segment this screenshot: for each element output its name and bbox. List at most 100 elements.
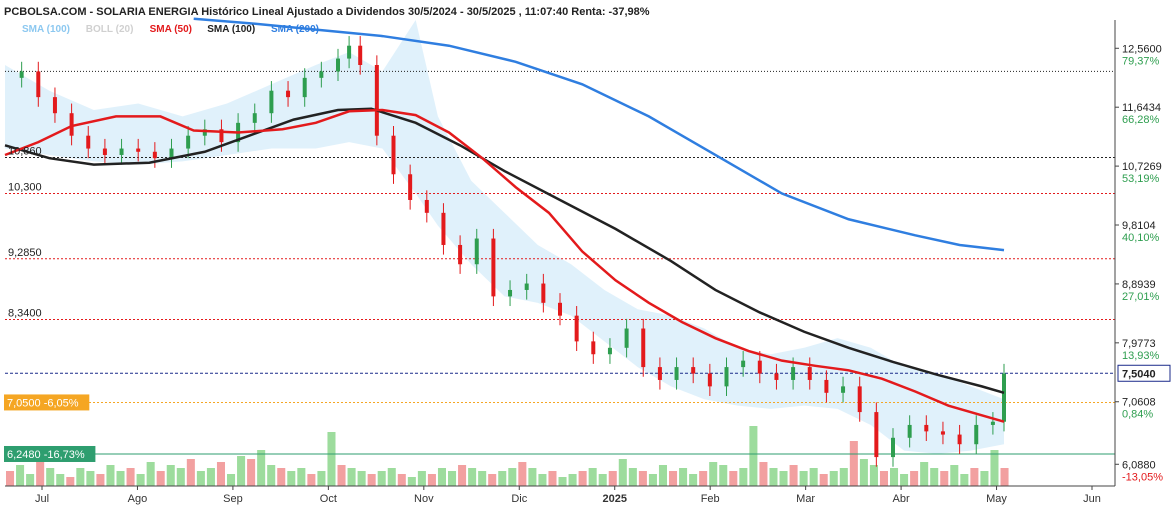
x-tick-label: Oct	[320, 493, 337, 505]
candle-body	[607, 347, 612, 355]
volume-bar	[267, 465, 276, 486]
marker-box	[4, 445, 96, 462]
candle-body	[974, 424, 979, 445]
candle-body	[286, 90, 291, 98]
volume-bar	[196, 471, 205, 486]
volume-bar	[427, 474, 436, 486]
x-tick-label: Mar	[796, 493, 815, 505]
volume-bar	[347, 468, 356, 486]
candle-body	[541, 283, 546, 303]
legend: SMA (100) BOLL (20) SMA (50) SMA (100) SMA (…	[22, 24, 319, 35]
candle-body	[102, 148, 107, 155]
volume-bar	[910, 471, 919, 486]
candle-body	[408, 174, 413, 200]
level-label: 10,300	[8, 182, 42, 194]
volume-bar	[257, 450, 266, 486]
sma50-line	[4, 108, 1005, 423]
volume-bar	[66, 477, 75, 486]
volume-bar	[719, 465, 728, 486]
volume-bar	[869, 465, 878, 486]
candle-body	[269, 90, 274, 114]
candle-body	[874, 412, 879, 458]
candle-body	[474, 238, 479, 265]
candle-body	[907, 424, 912, 438]
volume-bar	[669, 471, 678, 486]
x-tick-label: Jun	[1083, 493, 1101, 505]
volume-bar	[689, 474, 698, 486]
volume-bar	[920, 462, 929, 486]
candle-body	[674, 367, 679, 380]
volume-bar	[277, 468, 286, 486]
candle-body	[624, 328, 629, 348]
candle-body	[774, 373, 779, 380]
candle-body	[707, 373, 712, 387]
candle-body	[69, 113, 74, 136]
volume-bar	[116, 471, 125, 486]
candle-body	[119, 148, 124, 155]
x-tick-label: Dic	[511, 493, 527, 505]
volume-bar	[679, 468, 688, 486]
y-tick-pct: 53,19%	[1122, 173, 1160, 185]
volume-bar	[227, 474, 236, 486]
marker-label: 6,2480 -16,73%	[7, 449, 85, 461]
volume-bar	[297, 468, 306, 486]
candle-body	[924, 424, 929, 432]
legend-item: BOLL (20)	[86, 24, 134, 35]
x-tick-label: Nov	[414, 493, 434, 505]
candle-body	[202, 129, 207, 136]
volume-bar	[176, 468, 185, 486]
volume-bar	[779, 471, 788, 486]
last-price-label: 7,5040	[1122, 368, 1156, 380]
volume-bar	[468, 468, 477, 486]
level-label: 9,2850	[8, 247, 42, 259]
level-label: 8,3400	[8, 308, 42, 320]
volume-bar	[96, 474, 105, 486]
marker-label: 7,0500 -6,05%	[7, 397, 79, 409]
candle-body	[186, 135, 191, 149]
candle-body	[724, 367, 729, 387]
y-tick-pct: 79,37%	[1122, 55, 1160, 67]
volume-bar	[769, 468, 778, 486]
volume-bar	[799, 471, 808, 486]
volume-bar	[809, 468, 818, 486]
legend-item: SMA (100)	[22, 24, 70, 35]
x-tick-label: Ago	[128, 493, 148, 505]
candle-body	[591, 341, 596, 355]
volume-bar	[56, 474, 65, 486]
candle-body	[36, 71, 41, 98]
candle-body	[891, 437, 895, 458]
volume-bar	[166, 465, 175, 486]
candle-body	[807, 367, 812, 380]
volume-bar	[739, 468, 748, 486]
last-price-box	[1117, 364, 1171, 382]
volume-bar	[900, 474, 909, 486]
y-tick-pct: 13,93%	[1122, 350, 1160, 362]
volume-bar	[357, 471, 366, 486]
candle-body	[19, 71, 24, 78]
y-tick-label: 11,6434	[1122, 102, 1161, 114]
volume-bar	[6, 471, 15, 486]
candle-body	[491, 238, 496, 297]
plot-area	[4, 17, 1115, 486]
volume-bar	[518, 462, 527, 486]
volume-bar	[950, 465, 959, 486]
volume-bar	[749, 426, 758, 486]
y-tick-label: 12,5600	[1122, 43, 1162, 55]
candle-body	[86, 135, 91, 149]
candle-body	[458, 244, 463, 265]
candle-body	[219, 129, 224, 143]
y-tick-label: 6,0880	[1122, 459, 1156, 471]
volume-bar	[1000, 468, 1009, 486]
candle-body	[336, 58, 340, 72]
volume-bar	[327, 432, 336, 486]
candle-body	[319, 71, 324, 78]
candle-body	[757, 360, 762, 374]
candle-body	[824, 379, 829, 393]
volume-bar	[397, 474, 406, 486]
candle-body	[508, 289, 513, 297]
candle-body	[1002, 373, 1006, 422]
volume-bar	[648, 474, 657, 486]
volume-bar	[729, 471, 738, 486]
y-tick-pct: 27,01%	[1122, 291, 1160, 303]
volume-bar	[829, 471, 838, 486]
